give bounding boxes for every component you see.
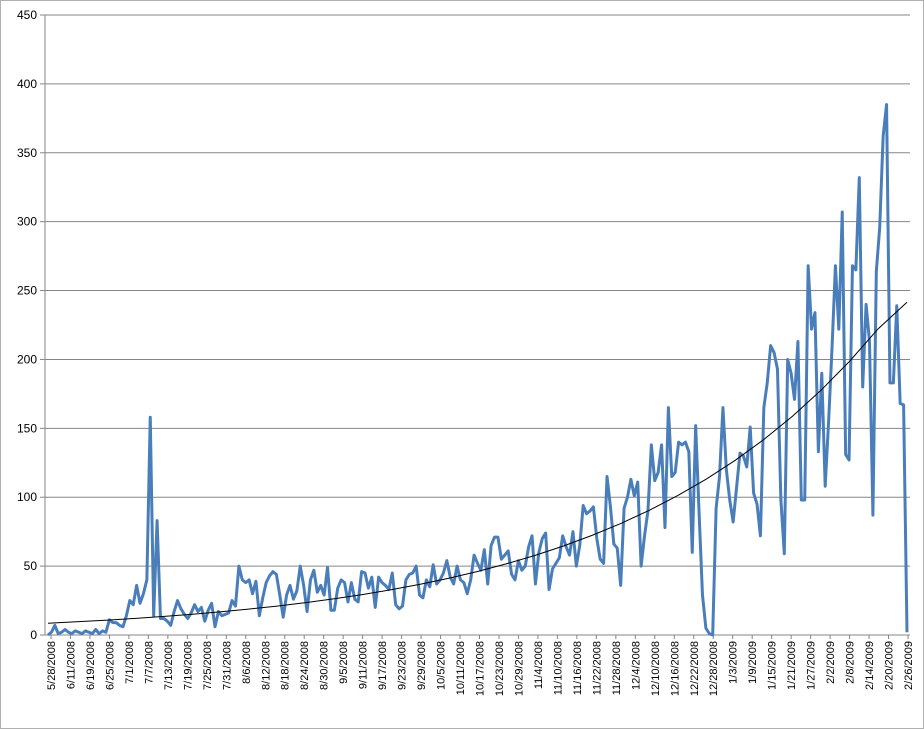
x-tick-label: 8/24/2008 (299, 641, 311, 690)
x-tick-label: 10/17/2008 (475, 641, 487, 696)
x-axis-tick-labels: 5/28/2008 6/11/2008 6/19/2008 6/25/2008 7/1/… (46, 641, 915, 696)
y-tick-label: 400 (17, 77, 37, 91)
x-tick-label: 9/5/2008 (338, 641, 350, 684)
series-layer (47, 103, 909, 637)
y-tick-label: 50 (24, 559, 38, 573)
y-tick-label: 150 (17, 421, 37, 435)
x-tick-label: 2/2/2009 (825, 641, 837, 684)
x-tick-label: 11/4/2008 (533, 641, 545, 689)
trendline-layer (47, 301, 908, 624)
x-tick-label: 12/10/2008 (650, 641, 662, 696)
x-tick-label: 8/12/2008 (260, 641, 272, 690)
x-tick-label: 11/10/2008 (552, 641, 564, 695)
x-tick-label: 2/8/2009 (845, 641, 857, 684)
x-tick-label: 12/4/2008 (630, 641, 642, 690)
x-tick-label: 1/9/2009 (747, 641, 759, 684)
y-axis-tick-labels: 0 50 100 150 200 250 300 350 400 450 (17, 8, 37, 642)
x-tick-label: 6/25/2008 (104, 641, 116, 690)
x-tick-label: 7/1/2008 (124, 641, 136, 684)
x-tick-label: 9/17/2008 (377, 641, 389, 690)
x-tick-label: 9/29/2008 (416, 641, 428, 690)
x-tick-label: 1/27/2009 (806, 641, 818, 690)
x-tick-label: 2/14/2009 (864, 641, 876, 690)
y-tick-label: 450 (17, 8, 37, 22)
x-tick-label: 12/16/2008 (669, 641, 681, 696)
x-tick-label: 8/30/2008 (319, 641, 331, 690)
x-tick-label: 10/23/2008 (494, 641, 506, 696)
x-tick-label: 9/11/2008 (358, 641, 370, 689)
y-tick-label: 350 (17, 146, 37, 160)
x-tick-label: 10/5/2008 (436, 641, 448, 690)
y-tick-label: 0 (30, 628, 37, 642)
y-tick-label: 300 (17, 215, 37, 229)
x-tick-label: 12/22/2008 (689, 641, 701, 696)
x-tick-label: 7/31/2008 (221, 641, 233, 690)
axes (40, 14, 910, 639)
x-tick-label: 2/26/2009 (903, 641, 915, 690)
x-tick-label: 11/16/2008 (572, 641, 584, 695)
gridlines (45, 14, 910, 567)
y-tick-label: 100 (17, 490, 37, 504)
trendline (47, 301, 908, 624)
x-tick-label: 1/3/2009 (728, 641, 740, 684)
x-tick-label: 11/28/2008 (611, 641, 623, 695)
series-line (47, 103, 909, 637)
x-tick-label: 9/23/2008 (397, 641, 409, 690)
x-tick-label: 10/29/2008 (513, 641, 525, 696)
x-tick-label: 7/25/2008 (202, 641, 214, 690)
x-tick-label: 1/15/2009 (767, 641, 779, 690)
x-tick-label: 7/19/2008 (182, 641, 194, 690)
x-tick-label: 12/28/2008 (708, 641, 720, 696)
x-tick-label: 10/11/2008 (455, 641, 467, 695)
x-tick-label: 5/28/2008 (46, 641, 58, 690)
x-tick-label: 8/18/2008 (280, 641, 292, 690)
x-tick-label: 1/21/2009 (786, 641, 798, 690)
x-tick-label: 11/22/2008 (591, 641, 603, 695)
x-tick-label: 6/19/2008 (85, 641, 97, 690)
x-tick-label: 7/13/2008 (163, 641, 175, 690)
x-tick-label: 6/11/2008 (65, 641, 77, 689)
y-tick-label: 200 (17, 352, 37, 366)
x-tick-label: 2/20/2009 (884, 641, 896, 690)
x-tick-label: 8/6/2008 (241, 641, 253, 684)
y-tick-label: 250 (17, 284, 37, 298)
x-tick-label: 7/7/2008 (143, 641, 155, 684)
